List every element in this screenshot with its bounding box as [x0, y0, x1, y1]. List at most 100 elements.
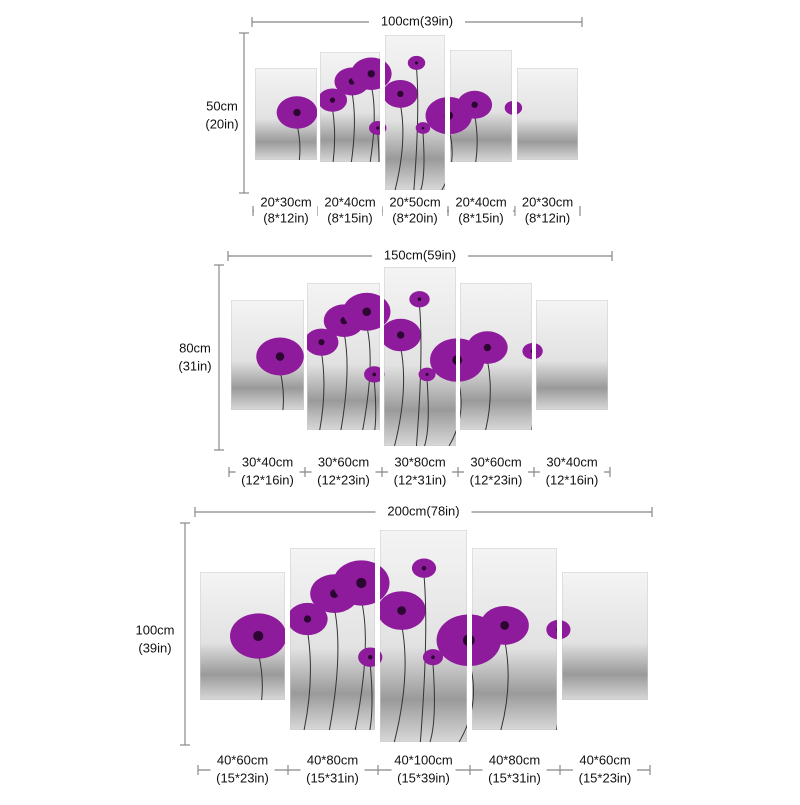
label-bg — [388, 455, 452, 489]
flower — [369, 121, 380, 135]
panel-in: (8*12in) — [263, 210, 309, 225]
flower — [430, 338, 456, 382]
panel-in: (15*31in) — [306, 770, 359, 785]
height-in: (39in) — [138, 640, 171, 655]
label-bg — [369, 13, 465, 31]
stem — [319, 352, 325, 430]
flower-center — [421, 126, 425, 130]
panel-in: (12*31in) — [394, 472, 447, 487]
canvas-panel — [536, 300, 608, 410]
flower-center — [512, 106, 515, 109]
flower-center — [512, 106, 515, 109]
canvas-panel — [517, 68, 578, 160]
flower-center — [275, 352, 285, 361]
flower — [385, 61, 392, 86]
flower-center — [512, 106, 515, 109]
height-in: (31in) — [178, 358, 211, 373]
canvas-panel — [255, 68, 515, 160]
flower — [342, 292, 380, 331]
flower — [522, 343, 532, 360]
canvas-panel — [200, 572, 285, 700]
flower-center — [500, 621, 509, 630]
stem — [448, 429, 456, 446]
label-bg — [235, 455, 300, 489]
label-bg — [375, 503, 472, 521]
flower-center — [329, 97, 336, 103]
flower-center — [372, 372, 377, 377]
label-bg — [540, 455, 604, 489]
flower-center — [293, 108, 301, 117]
stem — [296, 124, 301, 160]
stem — [419, 575, 427, 742]
flower — [504, 100, 512, 115]
flower — [380, 651, 383, 663]
flower-center — [483, 343, 492, 352]
stem — [420, 132, 425, 190]
canvas-panel — [460, 283, 532, 430]
flower-center — [530, 349, 532, 353]
stem — [450, 132, 453, 162]
flower-center — [472, 635, 475, 646]
flower — [425, 97, 445, 134]
stem — [458, 724, 467, 742]
label-bg — [300, 753, 365, 787]
flower-center — [417, 297, 422, 302]
stem — [303, 631, 311, 730]
size-set: 200cm(78in) 100cm (39in) 40*60cm (15*23in) 40… — [135, 503, 653, 787]
flower — [333, 560, 375, 606]
stem — [424, 379, 429, 446]
panel-cm: 40*80cm — [307, 752, 358, 767]
size-set: 100cm(39in)50cm(20in)20*30cm(8*12in)20*4… — [205, 13, 583, 229]
panel-cm: 30*40cm — [546, 454, 597, 469]
panel-in: (15*23in) — [579, 770, 632, 785]
flower — [350, 57, 380, 91]
flower — [436, 614, 467, 666]
label-bg — [482, 753, 547, 787]
stem — [413, 68, 419, 190]
label-bg — [515, 195, 580, 229]
flower-center — [431, 655, 435, 660]
canvas-panel — [231, 300, 304, 410]
flower-center — [368, 655, 373, 660]
panel-cm: 40*80cm — [489, 752, 540, 767]
flower-center — [362, 307, 371, 317]
flower — [364, 366, 380, 383]
panel-in: (12*16in) — [241, 472, 294, 487]
flower — [384, 372, 385, 377]
flower-center — [462, 634, 467, 646]
flower-center — [376, 126, 380, 130]
flower-center — [318, 339, 325, 346]
flower-center — [367, 70, 375, 78]
panel-cm: 30*60cm — [470, 454, 521, 469]
stem — [441, 182, 445, 190]
stem — [429, 663, 435, 742]
label-bg — [318, 195, 382, 229]
flower — [546, 620, 557, 640]
flower-center — [396, 331, 405, 339]
flower — [384, 298, 391, 325]
label-bg — [573, 753, 637, 787]
stem — [377, 133, 380, 162]
flower-center — [303, 615, 312, 623]
canvas-panel — [384, 267, 456, 446]
stem — [369, 664, 373, 730]
width-label: 150cm(59in) — [384, 247, 456, 262]
stem — [340, 332, 348, 430]
label-bg — [391, 753, 456, 787]
stem — [474, 115, 478, 162]
panel-bg — [536, 300, 608, 410]
panel-cm: 40*60cm — [579, 752, 630, 767]
panel-cm: 40*60cm — [217, 752, 268, 767]
label-bg — [383, 195, 447, 229]
flower — [358, 647, 375, 667]
flower — [385, 124, 387, 132]
label-bg — [449, 195, 513, 229]
panel-cm: 20*50cm — [389, 194, 440, 209]
label-bg — [254, 195, 318, 229]
panel-in: (8*15in) — [327, 210, 373, 225]
panel-in: (8*12in) — [525, 210, 571, 225]
panel-in: (15*39in) — [397, 770, 450, 785]
canvas-panel — [450, 50, 512, 162]
stem — [393, 624, 406, 742]
